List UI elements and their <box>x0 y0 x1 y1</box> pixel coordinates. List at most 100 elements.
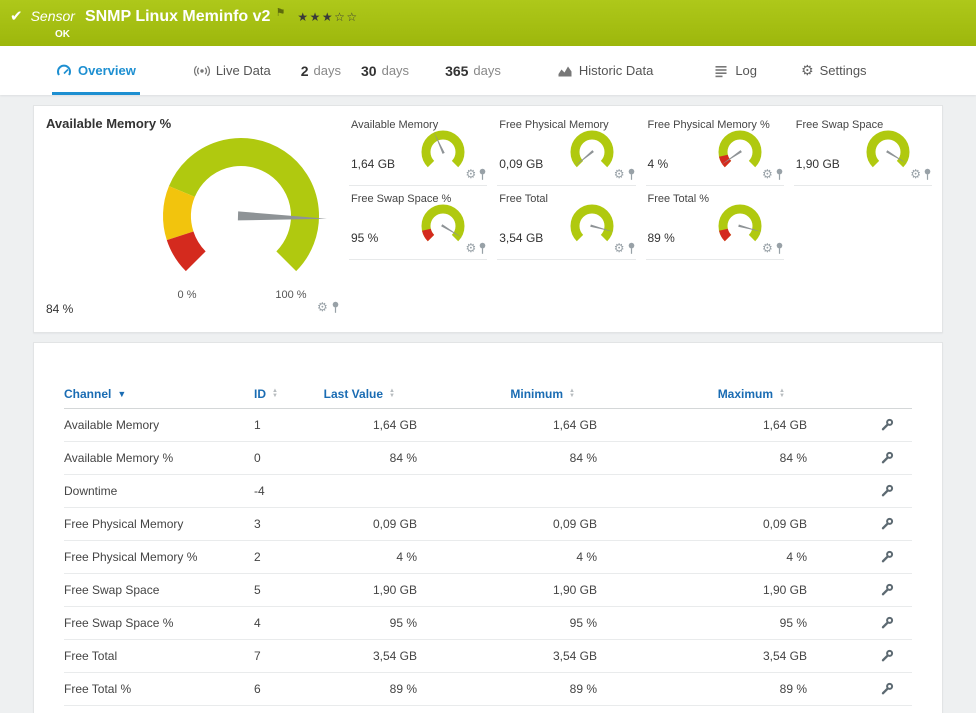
gear-icon: ⚙ <box>801 62 814 78</box>
channel-settings-icon[interactable] <box>880 649 894 663</box>
priority-stars[interactable]: ★★★☆☆ <box>297 10 359 24</box>
table-row: Free Physical Memory % 2 4 % 4 % 4 % <box>64 541 912 574</box>
channel-id: 2 <box>254 550 261 564</box>
col-header-channel[interactable]: Channel ▼ <box>64 387 254 401</box>
mini-gauge-value: 0,09 GB <box>499 157 544 171</box>
channel-maximum: 89 % <box>779 682 807 696</box>
table-header-row: Channel ▼ ID ▲ ▼ Last Value ▲ ▼ Minimum ▲ ▼… <box>64 379 912 409</box>
mini-gauge-label: Available Memory <box>351 119 439 131</box>
mini-gauge-cell: Free Physical Memory 0,09 GB ⚙ <box>497 112 636 186</box>
col-header-id[interactable]: ID ▲ ▼ <box>254 387 309 401</box>
channel-minimum: 3,54 GB <box>552 649 597 663</box>
live-data-icon <box>193 65 210 76</box>
pin-icon[interactable] <box>775 168 784 181</box>
channel-name[interactable]: Free Swap Space % <box>64 616 174 630</box>
channel-id: 7 <box>254 649 261 663</box>
tab-label: Historic Data <box>578 63 654 78</box>
pin-icon[interactable] <box>627 242 636 255</box>
tab-live-data[interactable]: Live Data <box>178 46 287 95</box>
mini-gauge-cell: Free Total 3,54 GB ⚙ <box>497 186 636 260</box>
gear-icon[interactable]: ⚙ <box>613 241 625 255</box>
mini-gauge-cell: Free Physical Memory % 4 % ⚙ <box>645 112 784 186</box>
channel-name[interactable]: Free Physical Memory % <box>64 550 198 564</box>
mini-gauge-cell: Free Total % 89 % ⚙ <box>645 186 784 260</box>
channel-settings-icon[interactable] <box>880 418 894 432</box>
mini-gauge-value: 95 % <box>351 231 379 245</box>
mini-gauge-dial <box>866 130 910 168</box>
channel-table-body: Available Memory 1 1,64 GB 1,64 GB 1,64 … <box>64 409 912 706</box>
channel-id: 3 <box>254 517 261 531</box>
chart-icon <box>558 66 572 76</box>
gauge-needle <box>237 211 327 221</box>
channel-settings-icon[interactable] <box>880 550 894 564</box>
channel-id: 0 <box>254 451 261 465</box>
mini-gauge-dial <box>718 204 762 242</box>
channel-last-value: 1,64 GB <box>372 418 417 432</box>
channel-name[interactable]: Available Memory <box>64 418 160 432</box>
mini-gauge-dial <box>421 204 465 242</box>
gear-icon[interactable]: ⚙ <box>317 300 328 314</box>
channel-settings-icon[interactable] <box>880 583 894 597</box>
col-header-minimum[interactable]: Minimum ▲ ▼ <box>429 387 609 401</box>
channel-name[interactable]: Free Total <box>64 649 118 663</box>
channel-settings-icon[interactable] <box>880 682 894 696</box>
gear-icon[interactable]: ⚙ <box>465 241 477 255</box>
tab-label: days <box>313 63 342 78</box>
tab-number: 2 <box>300 62 309 79</box>
mini-gauge-value: 1,90 GB <box>795 157 840 171</box>
pin-icon[interactable] <box>627 168 636 181</box>
mini-gauge-dial <box>570 130 613 168</box>
gauge-needle <box>721 150 742 165</box>
tab-overview[interactable]: Overview <box>40 46 152 95</box>
tab-log[interactable]: Log <box>697 46 773 95</box>
pin-icon[interactable] <box>923 168 932 181</box>
tab-2-days[interactable]: 2 days <box>291 46 351 95</box>
tab-historic-data[interactable]: Historic Data <box>541 46 669 95</box>
gear-icon[interactable]: ⚙ <box>761 241 773 255</box>
tab-number: 365 <box>445 62 469 79</box>
channel-last-value: 3,54 GB <box>372 649 417 663</box>
channel-last-value: 95 % <box>389 616 417 630</box>
channel-id: 4 <box>254 616 261 630</box>
gauge-icon <box>57 64 71 76</box>
pin-icon[interactable] <box>331 301 340 314</box>
mini-gauge-value: 89 % <box>647 231 675 245</box>
gauge-needle <box>737 224 762 232</box>
tab-30-days[interactable]: 30 days <box>351 46 419 95</box>
table-row: Available Memory 1 1,64 GB 1,64 GB 1,64 … <box>64 409 912 442</box>
tab-365-days[interactable]: 365 days <box>435 46 511 95</box>
channel-settings-icon[interactable] <box>880 484 894 498</box>
channel-maximum: 3,54 GB <box>762 649 807 663</box>
gear-icon[interactable]: ⚙ <box>761 167 773 181</box>
tab-settings[interactable]: ⚙ Settings <box>785 46 883 95</box>
col-header-label: ID <box>254 386 266 401</box>
channel-name[interactable]: Free Physical Memory <box>64 517 184 531</box>
channel-name[interactable]: Downtime <box>64 484 118 498</box>
channel-name[interactable]: Free Swap Space <box>64 583 160 597</box>
channel-last-value: 89 % <box>389 682 417 696</box>
channel-settings-icon[interactable] <box>880 451 894 465</box>
col-header-maximum[interactable]: Maximum ▲ ▼ <box>609 387 819 401</box>
mini-gauge-dial <box>421 130 465 168</box>
channel-last-value: 4 % <box>396 550 417 564</box>
gear-icon[interactable]: ⚙ <box>465 167 477 181</box>
gear-icon[interactable]: ⚙ <box>910 167 921 181</box>
channel-last-value: 1,90 GB <box>372 583 417 597</box>
mini-gauge-value: 4 % <box>647 157 669 171</box>
channel-name[interactable]: Free Total % <box>64 682 132 696</box>
channel-minimum: 1,64 GB <box>552 418 597 432</box>
object-kind-label: Sensor <box>30 8 75 24</box>
gear-icon[interactable]: ⚙ <box>613 167 625 181</box>
channel-settings-icon[interactable] <box>880 517 894 531</box>
col-header-last-value[interactable]: Last Value ▲ ▼ <box>309 387 429 401</box>
col-header-label: Last Value <box>323 386 384 401</box>
channel-last-value: 84 % <box>389 451 417 465</box>
pin-icon[interactable] <box>775 242 784 255</box>
pin-icon[interactable] <box>478 242 487 255</box>
table-row: Downtime -4 <box>64 475 912 508</box>
tab-label: Settings <box>819 63 867 78</box>
channel-table-panel: Channel ▼ ID ▲ ▼ Last Value ▲ ▼ Minimum ▲ ▼… <box>33 342 943 713</box>
channel-settings-icon[interactable] <box>880 616 894 630</box>
channel-name[interactable]: Available Memory % <box>64 451 174 465</box>
pin-icon[interactable] <box>478 168 487 181</box>
